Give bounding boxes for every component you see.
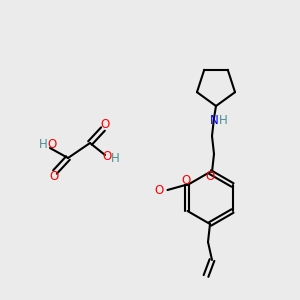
Text: O: O bbox=[206, 169, 214, 182]
Text: O: O bbox=[100, 118, 109, 131]
Text: H: H bbox=[111, 152, 119, 164]
Text: O: O bbox=[102, 151, 112, 164]
Text: O: O bbox=[182, 175, 191, 188]
Text: N: N bbox=[210, 113, 218, 127]
Text: O: O bbox=[155, 184, 164, 196]
Text: O: O bbox=[47, 139, 57, 152]
Text: H: H bbox=[39, 137, 47, 151]
Text: O: O bbox=[50, 170, 58, 184]
Text: H: H bbox=[219, 113, 227, 127]
